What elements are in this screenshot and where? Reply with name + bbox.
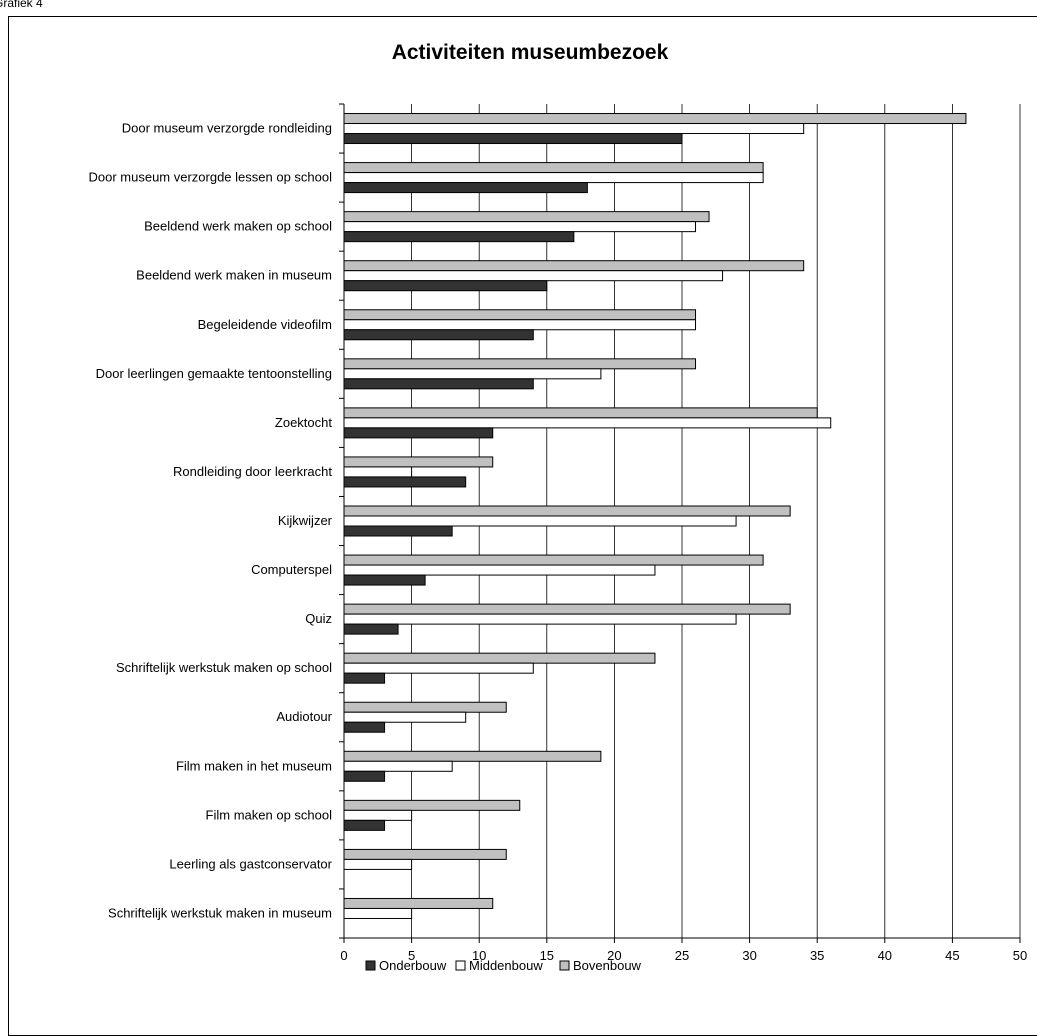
category-label: Door museum verzorgde lessen op school bbox=[88, 170, 332, 185]
x-tick-label: 40 bbox=[878, 948, 892, 963]
x-tick-label: 25 bbox=[675, 948, 689, 963]
bar-onderbouw bbox=[343, 525, 453, 537]
x-tick-label: 35 bbox=[810, 948, 824, 963]
bar-onderbouw bbox=[343, 427, 494, 439]
category-label: Schriftelijk werkstuk maken op school bbox=[116, 660, 332, 675]
x-tick-label: 10 bbox=[472, 948, 486, 963]
bar-middenbouw bbox=[343, 907, 413, 919]
x-tick-label: 15 bbox=[540, 948, 554, 963]
x-tick-label: 30 bbox=[742, 948, 756, 963]
bar-bovenbouw bbox=[343, 701, 507, 713]
bar-bovenbouw bbox=[343, 848, 507, 860]
bar-middenbouw bbox=[343, 466, 413, 478]
legend-label: Middenbouw bbox=[469, 958, 543, 973]
category-label: Schriftelijk werkstuk maken in museum bbox=[108, 905, 332, 920]
bar-bovenbouw bbox=[343, 358, 697, 370]
bar-onderbouw bbox=[343, 623, 399, 635]
gridlines bbox=[411, 104, 1021, 938]
bar-bovenbouw bbox=[343, 113, 967, 125]
bar-onderbouw bbox=[343, 574, 426, 586]
x-tick-label: 5 bbox=[408, 948, 415, 963]
bar-middenbouw bbox=[343, 172, 764, 184]
x-tick-labels: 0 5 10 15 20 25 30 35 40 45 50 bbox=[340, 948, 1027, 963]
bar-onderbouw bbox=[343, 231, 575, 243]
bar-onderbouw bbox=[343, 182, 588, 194]
legend-swatch bbox=[559, 960, 570, 971]
bar-bovenbouw bbox=[343, 260, 805, 272]
category-label: Begeleidende videofilm bbox=[198, 317, 332, 332]
chart-caption: Grafiek 4 bbox=[0, 0, 43, 10]
x-tick-label: 45 bbox=[945, 948, 959, 963]
category-label: Door leerlingen gemaakte tentoonstelling bbox=[96, 366, 332, 381]
chart-title: Activiteiten museumbezoek bbox=[392, 41, 669, 64]
bar-onderbouw bbox=[343, 819, 386, 831]
x-tick-label: 0 bbox=[340, 948, 347, 963]
bar-onderbouw bbox=[343, 378, 534, 390]
bar-onderbouw bbox=[343, 770, 386, 782]
bars bbox=[343, 113, 967, 919]
bar-bovenbouw bbox=[343, 162, 764, 174]
axes bbox=[339, 103, 1021, 943]
bar-bovenbouw bbox=[343, 603, 791, 615]
bar-middenbouw bbox=[343, 760, 453, 772]
category-label: Kijkwijzer bbox=[278, 513, 333, 528]
bar-bovenbouw bbox=[343, 554, 764, 566]
category-label: Computerspel bbox=[251, 562, 332, 577]
bar-middenbouw bbox=[343, 221, 697, 233]
category-label: Beeldend werk maken op school bbox=[144, 219, 332, 234]
bar-onderbouw bbox=[343, 721, 386, 733]
bar-middenbouw bbox=[343, 858, 413, 870]
bar-onderbouw bbox=[343, 672, 386, 684]
bar-bovenbouw bbox=[343, 407, 818, 419]
bar-bovenbouw bbox=[343, 505, 791, 517]
bar-bovenbouw bbox=[343, 211, 710, 223]
legend-label: Bovenbouw bbox=[573, 958, 642, 973]
bar-middenbouw bbox=[343, 809, 413, 821]
bar-middenbouw bbox=[343, 515, 737, 527]
bar-bovenbouw bbox=[343, 652, 656, 664]
bar-middenbouw bbox=[343, 123, 805, 135]
bar-middenbouw bbox=[343, 564, 656, 576]
bar-bovenbouw bbox=[343, 456, 494, 468]
legend-swatch bbox=[365, 960, 376, 971]
bar-middenbouw bbox=[343, 417, 832, 429]
bar-onderbouw bbox=[343, 280, 548, 292]
bar-middenbouw bbox=[343, 613, 737, 625]
category-label: Rondleiding door leerkracht bbox=[173, 464, 332, 479]
category-label: Door museum verzorgde rondleiding bbox=[122, 121, 332, 136]
bar-middenbouw bbox=[343, 711, 467, 723]
legend-swatch bbox=[455, 960, 466, 971]
category-label: Film maken in het museum bbox=[176, 758, 332, 773]
x-tick-label: 20 bbox=[607, 948, 621, 963]
x-tick-label: 50 bbox=[1013, 948, 1027, 963]
bar-middenbouw bbox=[343, 270, 724, 282]
bar-bovenbouw bbox=[343, 309, 697, 321]
bar-bovenbouw bbox=[343, 750, 602, 762]
category-label: Leerling als gastconservator bbox=[169, 856, 332, 871]
bar-onderbouw bbox=[343, 133, 683, 145]
category-label: Beeldend werk maken in museum bbox=[136, 268, 332, 283]
bar-middenbouw bbox=[343, 662, 534, 674]
bar-bovenbouw bbox=[343, 897, 494, 909]
bar-middenbouw bbox=[343, 319, 697, 331]
category-label: Audiotour bbox=[276, 709, 332, 724]
category-labels: Door museum verzorgde rondleiding Door mu… bbox=[88, 121, 332, 921]
legend-label: Onderbouw bbox=[379, 958, 447, 973]
legend: Onderbouw Middenbouw Bovenbouw bbox=[365, 958, 642, 973]
bar-middenbouw bbox=[343, 368, 602, 380]
category-label: Zoektocht bbox=[275, 415, 332, 430]
category-label: Quiz bbox=[305, 611, 332, 626]
bar-bovenbouw bbox=[343, 799, 521, 811]
category-label: Film maken op school bbox=[206, 807, 333, 822]
bar-onderbouw bbox=[343, 329, 534, 341]
bar-onderbouw bbox=[343, 476, 467, 488]
